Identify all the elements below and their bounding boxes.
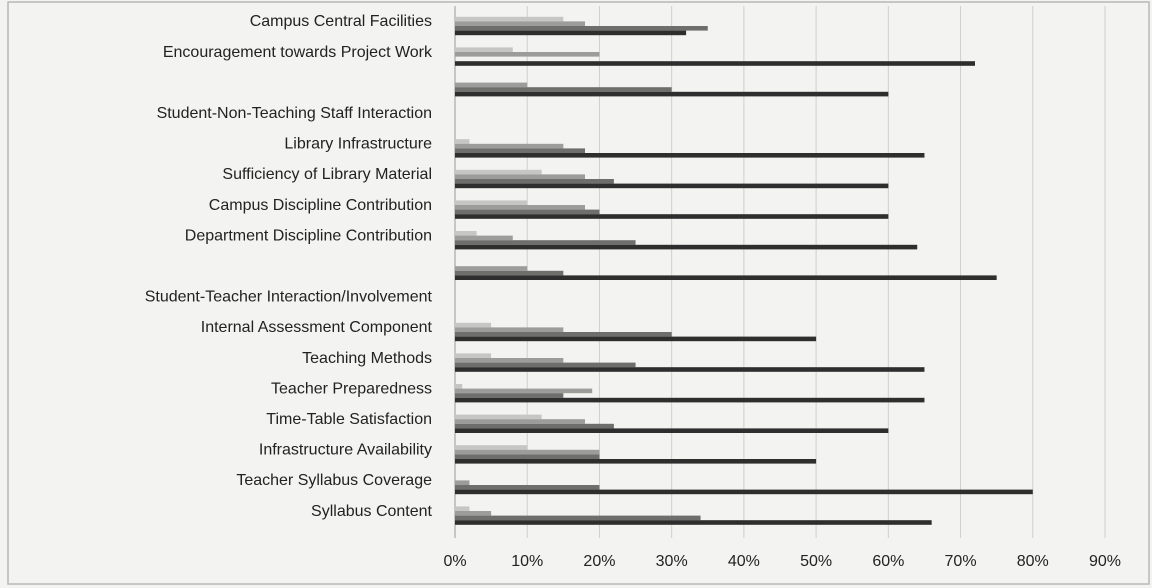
bar: [455, 327, 564, 332]
bar: [455, 454, 600, 459]
bar: [455, 183, 889, 189]
y-tick-label: Encouragement towards Project Work: [163, 44, 433, 61]
x-tick-label: 0%: [443, 553, 466, 570]
bar: [455, 174, 585, 179]
bar: [455, 30, 687, 36]
y-tick-label: Internal Assessment Component: [201, 319, 433, 336]
x-tick-label: 80%: [1017, 553, 1049, 570]
x-tick-label: 30%: [656, 553, 688, 570]
bar: [455, 179, 614, 184]
bar: [455, 449, 600, 455]
bar: [455, 393, 564, 398]
bar: [455, 358, 564, 363]
bar: [455, 169, 542, 175]
bar: [455, 91, 889, 97]
bar: [455, 148, 585, 153]
bar: [455, 511, 492, 516]
y-tick-label: Campus Central Facilities: [250, 13, 432, 30]
y-tick-label: Library Infrastructure: [284, 136, 432, 153]
bar: [455, 428, 889, 433]
x-tick-label: 70%: [945, 553, 977, 570]
x-tick-label: 50%: [800, 553, 832, 570]
bar: [455, 506, 470, 511]
bar: [455, 520, 932, 525]
bar: [455, 397, 925, 403]
bar: [455, 240, 636, 245]
bar: [455, 485, 600, 490]
y-tick-label: Syllabus Content: [311, 503, 433, 520]
bar: [455, 459, 817, 464]
bar: [455, 52, 600, 57]
bar: [455, 153, 925, 158]
bar: [455, 480, 470, 485]
bar: [455, 322, 492, 328]
x-tick-label: 10%: [511, 553, 543, 570]
bar: [455, 388, 593, 394]
bar: [455, 235, 513, 241]
bar: [455, 143, 564, 149]
bar: [455, 353, 492, 358]
bar: [455, 445, 528, 450]
bar: [455, 515, 701, 521]
bar: [455, 244, 918, 250]
bar: [455, 332, 672, 337]
bar: [455, 419, 585, 424]
y-tick-label: Teacher Preparedness: [271, 380, 432, 397]
bar: [455, 489, 1033, 495]
bar: [455, 82, 528, 88]
y-tick-label: Teaching Methods: [302, 350, 432, 367]
bar: [455, 336, 817, 342]
bar: [455, 205, 585, 210]
bar: [455, 275, 997, 280]
bar: [455, 214, 889, 219]
bar: [455, 362, 636, 368]
y-tick-label: Sufficiency of Library Material: [222, 166, 432, 183]
bar: [455, 139, 470, 144]
bar: [455, 209, 600, 215]
y-tick-label: Infrastructure Availability: [259, 442, 432, 459]
y-tick-label: Student-Teacher Interaction/Involvement: [145, 289, 433, 306]
x-tick-label: 60%: [872, 553, 904, 570]
x-tick-label: 90%: [1089, 553, 1121, 570]
bar: [455, 21, 585, 26]
y-tick-label: Campus Discipline Contribution: [209, 197, 432, 214]
bar: [455, 231, 477, 236]
chart-border: [7, 1, 1150, 585]
bar: [455, 384, 463, 389]
y-tick-label: Department Discipline Contribution: [185, 227, 432, 244]
bar: [455, 367, 925, 372]
bar: [455, 423, 614, 429]
bar: [455, 16, 564, 22]
y-tick-label: Student-Non-Teaching Staff Interaction: [157, 105, 432, 122]
bar: [455, 47, 513, 52]
y-tick-label: Teacher Syllabus Coverage: [236, 472, 432, 489]
bar: [455, 61, 975, 66]
bar: [455, 266, 528, 271]
x-tick-label: 40%: [728, 553, 760, 570]
bar: [455, 270, 564, 276]
bar: [455, 26, 708, 31]
x-tick-label: 20%: [583, 553, 615, 570]
bar: [455, 200, 528, 205]
bar: [455, 414, 542, 420]
bar: [455, 87, 672, 92]
y-tick-label: Time-Table Satisfaction: [266, 411, 432, 428]
